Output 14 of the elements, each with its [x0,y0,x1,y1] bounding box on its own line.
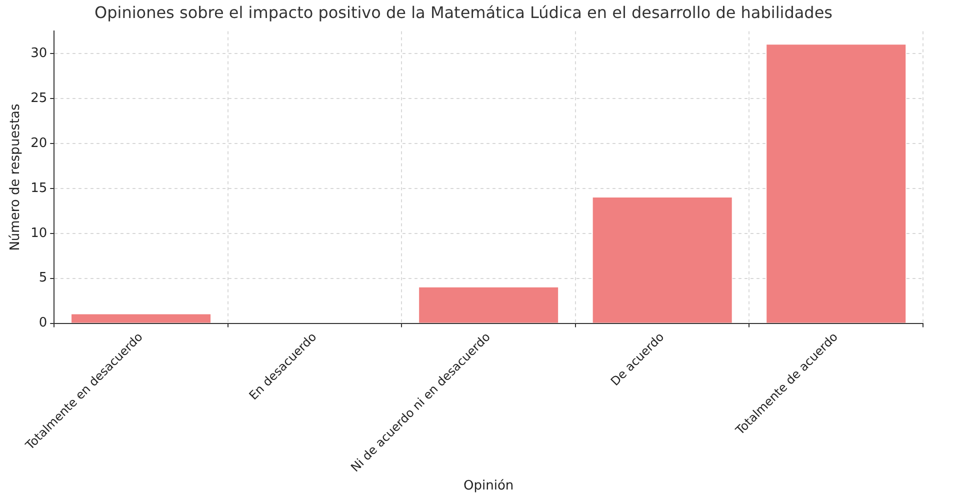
bar [766,44,906,323]
y-axis-title: Número de respuestas [8,103,24,251]
x-axis-title: Opinión [464,478,514,494]
bar [72,314,211,323]
y-tick-label: 15 [30,180,48,196]
y-tick-label: 0 [38,316,48,331]
y-tick-label: 30 [30,46,48,62]
bar [592,197,732,323]
chart-title: Opiniones sobre el impacto positivo de la Matemática Lúdica en el desarrollo de habilidades [94,2,833,22]
y-tick-label: 25 [30,90,48,106]
y-tick-label: 10 [30,226,48,241]
y-tick-label: 5 [38,270,48,286]
y-tick-label: 20 [30,136,48,151]
bar [419,287,558,323]
